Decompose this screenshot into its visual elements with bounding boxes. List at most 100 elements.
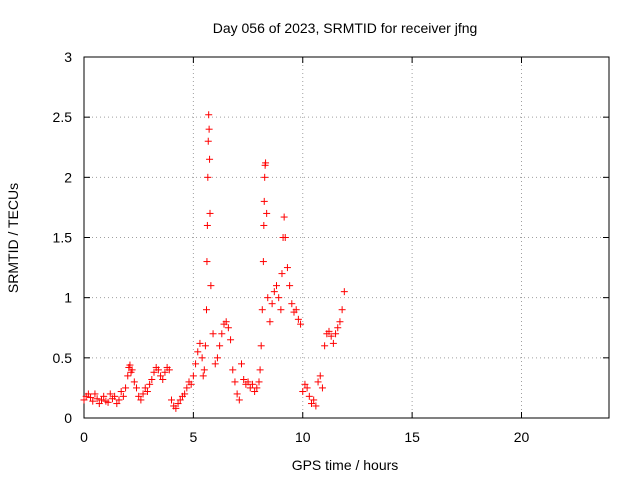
data-point: [321, 342, 329, 350]
data-point: [203, 258, 211, 266]
data-point: [196, 339, 204, 347]
data-point: [218, 330, 226, 338]
data-point: [137, 396, 145, 404]
data-point: [209, 330, 217, 338]
data-point: [141, 384, 149, 392]
data-point: [288, 300, 296, 308]
data-point: [204, 173, 212, 181]
x-tick-label: 15: [404, 429, 420, 445]
data-point: [275, 294, 283, 302]
data-point: [211, 360, 219, 368]
data-point: [244, 378, 252, 386]
data-point: [303, 384, 311, 392]
data-point: [206, 209, 214, 217]
data-point: [336, 318, 344, 326]
data-point: [318, 384, 326, 392]
data-point: [100, 392, 108, 400]
data-point: [198, 354, 206, 362]
y-tick-label: 1.5: [53, 230, 73, 246]
data-point: [216, 342, 224, 350]
data-point: [227, 336, 235, 344]
data-point: [133, 384, 140, 392]
data-point: [157, 372, 165, 380]
data-point: [203, 306, 210, 314]
data-point: [206, 155, 214, 163]
y-axis: 0 0.5 1 1.5 2 2.5 3: [53, 49, 609, 426]
data-point: [159, 375, 167, 383]
data-point: [260, 221, 268, 229]
data-point: [240, 375, 248, 383]
data-point: [262, 159, 270, 167]
data-point: [128, 366, 136, 374]
data-point: [130, 378, 138, 386]
data-point: [248, 380, 256, 388]
data-point: [270, 288, 278, 296]
data-point: [316, 372, 324, 380]
x-tick-label: 10: [295, 429, 311, 445]
data-point: [329, 339, 337, 347]
data-point: [146, 380, 154, 388]
data-point: [263, 209, 271, 217]
data-point: [192, 360, 200, 368]
data-point: [256, 366, 264, 374]
data-point: [148, 375, 156, 383]
data-point: [251, 388, 259, 396]
data-point: [87, 394, 95, 402]
data-point: [213, 354, 221, 362]
data-point: [106, 390, 114, 398]
data-point: [203, 221, 211, 229]
data-point: [115, 396, 123, 404]
data-point: [327, 332, 335, 340]
data-point: [261, 173, 269, 181]
data-point: [80, 396, 88, 404]
grid: [84, 57, 609, 418]
data-point: [264, 294, 272, 302]
plot-frame: [83, 56, 610, 419]
data-point: [229, 366, 237, 374]
data-point: [258, 306, 266, 314]
data-point: [139, 390, 147, 398]
y-tick-label: 2: [64, 169, 72, 185]
data-point: [205, 111, 213, 119]
data-point: [340, 288, 348, 296]
y-tick-label: 2.5: [53, 109, 73, 125]
data-point: [292, 306, 300, 314]
data-point: [238, 360, 245, 368]
data-point: [135, 392, 143, 400]
y-tick-label: 3: [64, 49, 72, 65]
data-point: [255, 378, 263, 386]
data-point: [165, 366, 173, 374]
data-point: [98, 396, 105, 404]
data-point: [283, 264, 291, 272]
data-point: [174, 400, 182, 408]
data-point: [122, 384, 130, 392]
data-point: [189, 372, 197, 380]
chart-title: Day 056 of 2023, SRMTID for receiver jfn…: [213, 20, 478, 36]
data-point: [338, 306, 346, 314]
data-point: [310, 396, 318, 404]
x-axis: 0 5 10 15 20: [80, 57, 529, 445]
data-point: [126, 361, 134, 369]
data-point: [187, 380, 195, 388]
data-point: [224, 324, 232, 332]
data-point: [312, 402, 320, 410]
data-point: [93, 395, 101, 403]
data-point: [286, 282, 294, 290]
data-point: [150, 368, 158, 376]
data-point: [305, 392, 313, 400]
x-tick-label: 5: [189, 429, 197, 445]
data-point: [84, 390, 92, 398]
data-point: [119, 392, 127, 400]
data-point: [117, 388, 125, 396]
data-point: [89, 397, 97, 405]
data-point: [301, 380, 309, 388]
data-point: [260, 197, 268, 205]
data-point: [297, 320, 305, 328]
x-tick-label: 20: [514, 429, 530, 445]
data-point: [233, 390, 241, 398]
data-point: [266, 318, 274, 326]
data-point: [334, 324, 342, 332]
data-point: [143, 388, 151, 396]
data-point: [199, 372, 207, 380]
